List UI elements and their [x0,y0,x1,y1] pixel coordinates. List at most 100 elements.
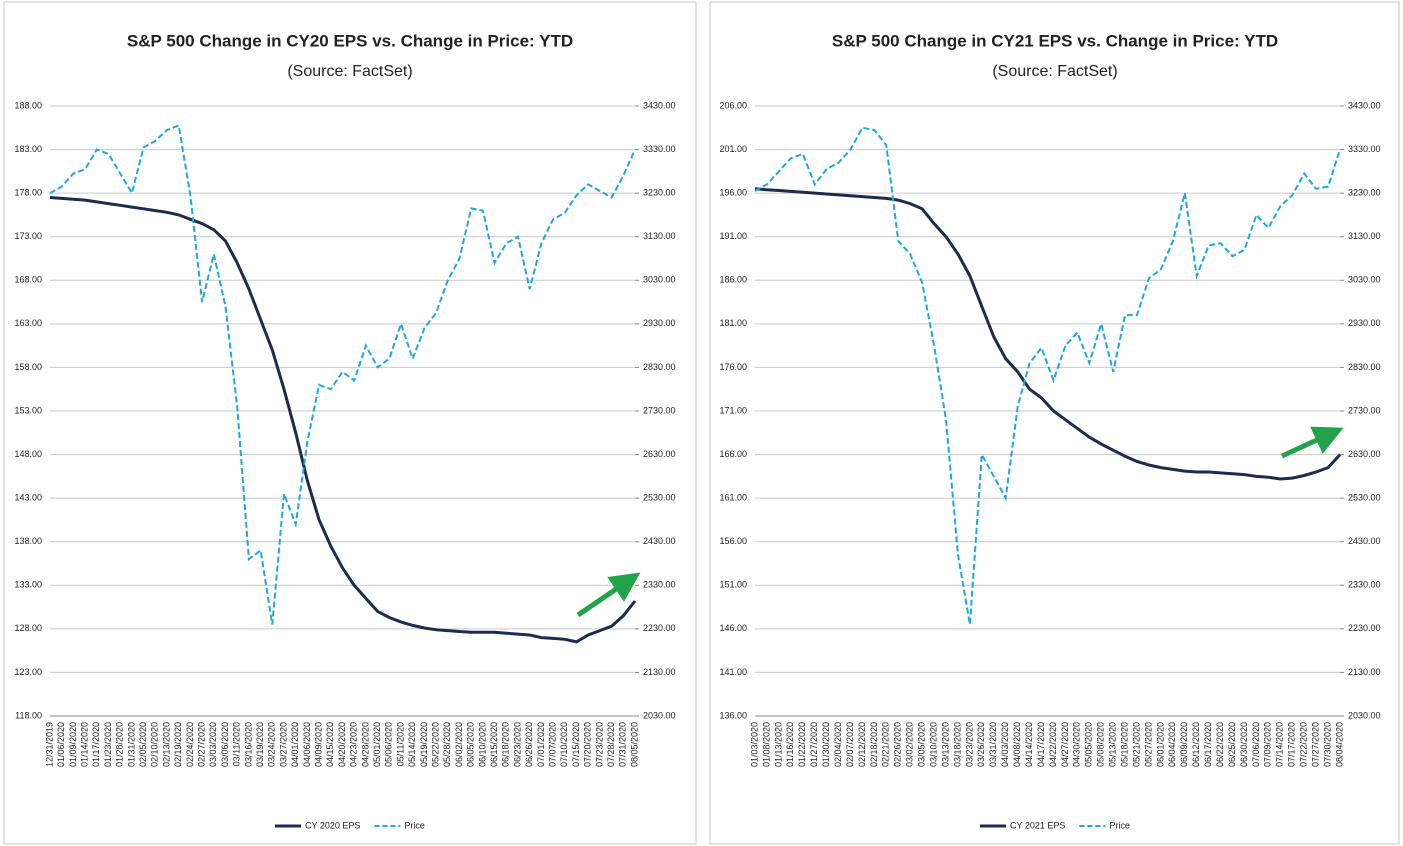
x-tick-label: 03/03/2020 [208,722,218,767]
y2-tick-label: 2230.00 [643,623,676,633]
chart-subtitle: (Source: FactSet) [992,63,1117,80]
trend-arrow [576,572,641,618]
series-line [49,196,637,644]
x-tick-label: 05/06/2020 [384,722,394,767]
x-tick-label: 05/05/2020 [1084,722,1094,767]
y-tick-label: 196.00 [719,188,747,198]
y-tick-label: 206.00 [719,100,747,110]
y-tick-label: 191.00 [719,231,747,241]
y2-tick-label: 3430.00 [1348,100,1381,110]
y2-tick-label: 2830.00 [1348,362,1381,372]
legend-label: CY 2020 EPS [305,820,360,830]
x-tick-label: 08/05/2020 [629,722,639,767]
y-tick-label: 188.00 [14,100,42,110]
x-tick-label: 01/13/2020 [773,722,783,767]
x-tick-label: 05/14/2020 [407,722,417,767]
x-tick-label: 07/30/2020 [1322,722,1332,767]
x-tick-label: 03/13/2020 [940,722,950,767]
y-tick-label: 166.00 [719,449,747,459]
y-tick-label: 168.00 [14,275,42,285]
y2-tick-label: 2930.00 [1348,318,1381,328]
x-tick-label: 06/23/2020 [512,722,522,767]
x-tick-label: 02/10/2020 [150,722,160,767]
y-tick-label: 176.00 [719,362,747,372]
y2-tick-label: 2730.00 [643,405,676,415]
x-tick-label: 03/24/2020 [267,722,277,767]
x-tick-label: 06/10/2020 [477,722,487,767]
y-tick-label: 156.00 [719,536,747,546]
x-tick-label: 06/15/2020 [489,722,499,767]
x-tick-label: 04/15/2020 [325,722,335,767]
y2-tick-label: 2530.00 [643,493,676,503]
y-tick-label: 136.00 [719,710,747,720]
x-tick-label: 01/30/2020 [821,722,831,767]
x-tick-label: 06/12/2020 [1191,722,1201,767]
x-tick-label: 01/23/2020 [103,722,113,767]
x-tick-label: 01/03/2020 [749,722,759,767]
y2-tick-label: 2530.00 [1348,493,1381,503]
x-tick-label: 04/01/2020 [290,722,300,767]
y-tick-label: 163.00 [14,318,42,328]
x-tick-label: 04/06/2020 [302,722,312,767]
y2-tick-label: 2230.00 [1348,623,1381,633]
x-tick-label: 05/18/2020 [1119,722,1129,767]
x-tick-label: 02/05/2020 [138,722,148,767]
x-tick-label: 07/27/2020 [1310,722,1320,767]
x-tick-label: 04/09/2020 [313,722,323,767]
x-tick-label: 12/31/2019 [44,722,54,767]
x-tick-label: 06/25/2020 [1227,722,1237,767]
x-tick-label: 01/27/2020 [809,722,819,767]
y-tick-label: 138.00 [14,536,42,546]
series-line [754,187,1342,481]
x-tick-label: 05/21/2020 [1131,722,1141,767]
x-tick-label: 01/17/2020 [91,722,101,767]
y-tick-label: 161.00 [719,493,747,503]
y-tick-label: 201.00 [719,144,747,154]
x-tick-label: 03/16/2020 [243,722,253,767]
x-tick-label: 02/12/2020 [857,722,867,767]
x-tick-label: 05/13/2020 [1108,722,1118,767]
y-tick-label: 128.00 [14,623,42,633]
x-tick-label: 04/23/2020 [349,722,359,767]
x-tick-label: 04/17/2020 [1036,722,1046,767]
y-tick-label: 123.00 [14,667,42,677]
chart-subtitle: (Source: FactSet) [287,63,412,80]
x-tick-label: 02/26/2020 [893,722,903,767]
x-tick-label: 06/04/2020 [1167,722,1177,767]
x-tick-label: 07/14/2020 [1275,722,1285,767]
x-tick-label: 04/03/2020 [1000,722,1010,767]
x-tick-label: 04/22/2020 [1048,722,1058,767]
x-tick-label: 07/07/2020 [547,722,557,767]
x-tick-label: 01/16/2020 [785,722,795,767]
x-tick-label: 03/18/2020 [952,722,962,767]
x-tick-label: 06/22/2020 [1215,722,1225,767]
x-tick-label: 06/02/2020 [454,722,464,767]
y-tick-label: 118.00 [15,710,42,720]
x-tick-label: 02/18/2020 [869,722,879,767]
y2-tick-label: 2930.00 [643,318,676,328]
y2-tick-label: 3030.00 [643,275,676,285]
y-tick-label: 143.00 [14,493,42,503]
y2-tick-label: 2430.00 [1348,536,1381,546]
x-tick-label: 03/10/2020 [928,722,938,767]
x-tick-label: 07/31/2020 [618,722,628,767]
x-tick-label: 06/30/2020 [1239,722,1249,767]
x-tick-label: 06/17/2020 [1203,722,1213,767]
y2-tick-label: 3230.00 [643,188,676,198]
y2-tick-label: 3330.00 [1348,144,1381,154]
x-tick-label: 03/26/2020 [976,722,986,767]
x-tick-label: 03/27/2020 [278,722,288,767]
x-tick-label: 06/26/2020 [524,722,534,767]
series-line [754,126,1341,625]
x-tick-label: 04/30/2020 [1072,722,1082,767]
x-tick-label: 03/31/2020 [988,722,998,767]
y2-tick-label: 3230.00 [1348,188,1381,198]
y-tick-label: 158.00 [14,362,42,372]
y2-tick-label: 2630.00 [1348,449,1381,459]
x-tick-label: 01/22/2020 [797,722,807,767]
y-tick-label: 151.00 [719,580,747,590]
x-tick-label: 06/09/2020 [1179,722,1189,767]
x-tick-label: 03/05/2020 [917,722,927,767]
x-tick-label: 07/15/2020 [571,722,581,767]
